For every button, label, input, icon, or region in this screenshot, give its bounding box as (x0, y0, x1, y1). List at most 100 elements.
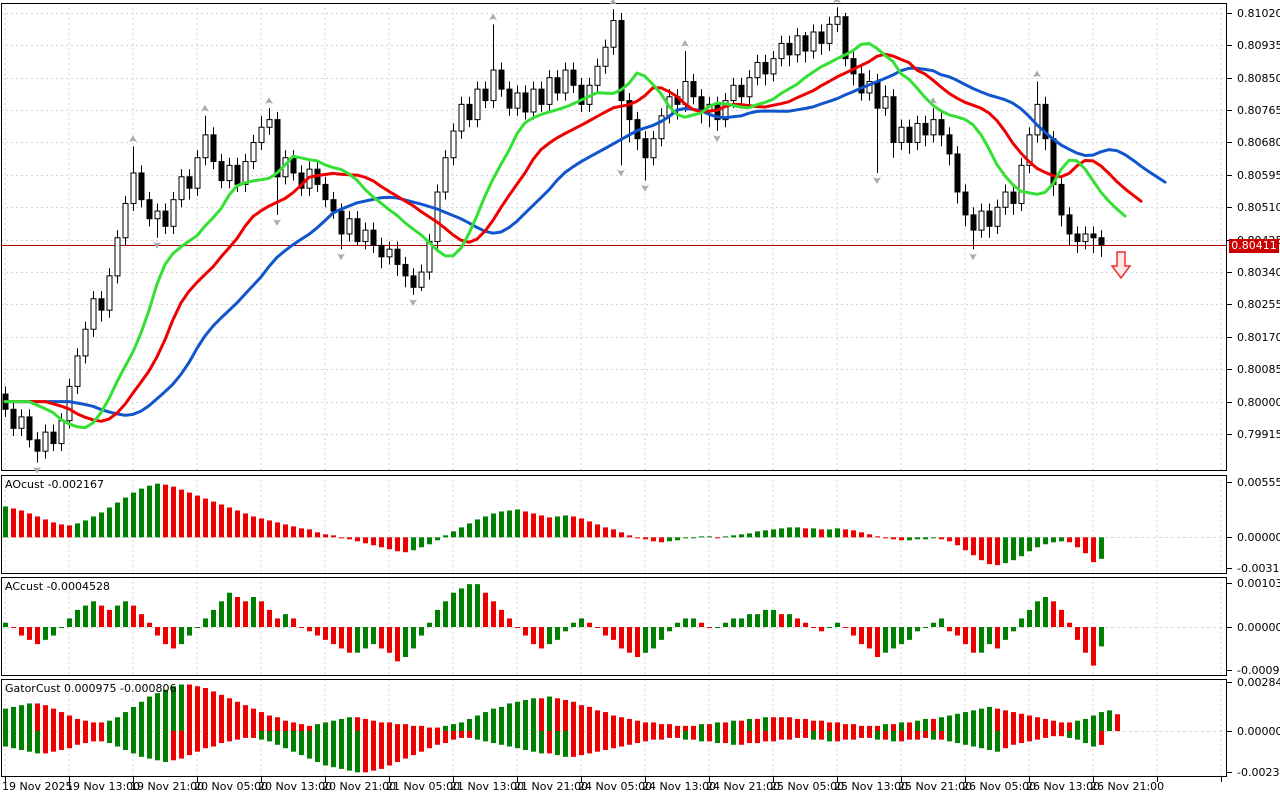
hist-bar (315, 731, 320, 763)
hist-bar (507, 618, 512, 628)
candle-body (474, 88, 481, 121)
hist-bar (691, 618, 696, 628)
time-label: 21 Nov 05:00 (386, 780, 461, 793)
time-axis[interactable]: 19 Nov 2025 19 Nov 13:00 19 Nov 21:00 20 No… (0, 779, 1280, 800)
axis-tick-label: 0.000000 (1237, 725, 1280, 738)
hist-bar (363, 718, 368, 732)
hist-bar (883, 627, 888, 653)
hist-bar (467, 731, 472, 738)
axis-tick-label: 0.80510 (1237, 201, 1280, 214)
hist-bar (91, 731, 96, 742)
hist-bar (555, 731, 560, 756)
candle-body (234, 164, 241, 185)
price-axis-ticks[interactable]: 0.81020 0.80935 0.80850 0.80765 0.80680 0.805… (1227, 7, 1280, 779)
hist-bar (1067, 731, 1072, 738)
fractal-down-icon (273, 218, 281, 226)
indicator-label-ac: ACcust -0.0004528 (5, 580, 110, 593)
alligator-lips-line (3, 42, 1127, 430)
hist-bar (347, 731, 352, 771)
hist-bar (459, 722, 464, 732)
panel-borders (1, 3, 1227, 777)
hist-bar (11, 706, 16, 732)
indicator-label-gator: GatorCust 0.000975 -0.000806 (5, 682, 176, 695)
hist-bar (739, 534, 744, 538)
hist-bar (315, 532, 320, 538)
hist-bar (443, 601, 448, 628)
candle-body (946, 134, 953, 155)
hist-bar (691, 731, 696, 740)
hist-bar (587, 622, 592, 628)
hist-bar (475, 715, 480, 732)
candle-body (442, 157, 449, 193)
hist-bar (915, 537, 920, 540)
hist-bar (971, 627, 976, 653)
hist-bar (627, 731, 632, 745)
hist-bar (475, 519, 480, 538)
hist-bar (771, 609, 776, 628)
hist-bar (131, 706, 136, 732)
hist-bar (1059, 537, 1064, 542)
candle-body (346, 218, 353, 235)
hist-bar (611, 529, 616, 538)
hist-bar (411, 725, 416, 732)
candle-body (506, 88, 513, 109)
hist-bar (403, 731, 408, 759)
hist-bar (83, 720, 88, 732)
panel-border-ao (1, 475, 1227, 574)
candle-body (770, 58, 777, 75)
time-label: 24 Nov 13:00 (642, 780, 717, 793)
axis-tick-label: 0.000000 (1237, 531, 1280, 544)
hist-bar (211, 609, 216, 628)
candle-body (914, 122, 921, 143)
current-price-value: 0.80411 (1231, 238, 1277, 252)
hist-bar (1083, 537, 1088, 554)
hist-bar (531, 731, 536, 752)
hist-bar (27, 627, 32, 640)
candle-body (170, 199, 177, 227)
hist-bar (27, 731, 32, 752)
hist-bar (491, 513, 496, 538)
hist-bar (1043, 718, 1048, 732)
candle-body (114, 237, 121, 277)
hist-bar (987, 537, 992, 565)
time-label: 19 Nov 2025 (2, 780, 73, 793)
candle-body (834, 16, 841, 25)
hist-bar (315, 724, 320, 732)
hist-bar (323, 534, 328, 538)
hist-bar (491, 601, 496, 628)
candle-body (746, 77, 753, 98)
hist-bar (1075, 537, 1080, 548)
hist-bar (547, 517, 552, 538)
hist-bar (1051, 731, 1056, 737)
hist-bar (587, 706, 592, 732)
hist-bar (507, 731, 512, 747)
hist-bar (1051, 537, 1056, 543)
hist-bar (547, 627, 552, 645)
hist-bar (355, 627, 360, 653)
candle-body (970, 214, 977, 231)
hist-bar (491, 708, 496, 732)
hist-bar (307, 627, 312, 632)
hist-bar (307, 725, 312, 732)
hist-bar (899, 731, 904, 742)
fractal-down-icon (153, 241, 161, 249)
hist-bar (1035, 601, 1040, 628)
hist-bar (171, 627, 176, 649)
hist-bar (171, 731, 176, 761)
axis-tick-label: 0.80085 (1237, 363, 1280, 376)
hist-bar (163, 689, 168, 732)
hist-bar (979, 537, 984, 561)
candle-body (786, 42, 793, 56)
hist-bar (579, 518, 584, 538)
hist-bar (51, 522, 56, 538)
hist-bar (635, 537, 640, 539)
hist-bar (515, 731, 520, 749)
candle-body (418, 271, 425, 288)
hist-bar (923, 731, 928, 738)
hist-bar (1067, 537, 1072, 543)
hist-bar (731, 535, 736, 538)
candle-body (1034, 103, 1041, 136)
hist-bar (819, 627, 824, 632)
